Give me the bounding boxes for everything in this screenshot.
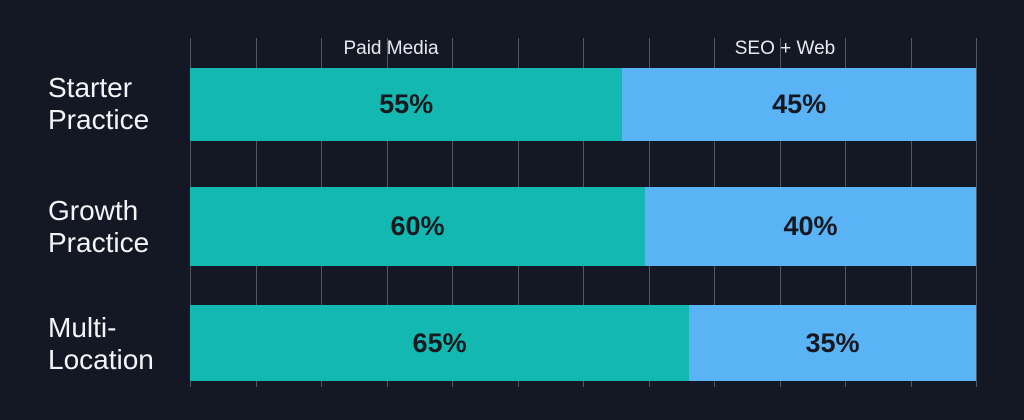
bar-starter-practice: 55% 45%	[190, 68, 976, 141]
bar-multi-location: 65% 35%	[190, 305, 976, 381]
value-label: 35%	[805, 327, 860, 358]
value-label: 45%	[772, 89, 827, 119]
gridline	[976, 38, 977, 387]
category-label-growth: Growth Practice	[48, 195, 150, 258]
series-label-seo-web: SEO + Web	[734, 38, 836, 59]
bar-growth-practice: 60% 40%	[190, 187, 976, 266]
segment-paid-media: 55%	[190, 68, 623, 141]
segment-seo-web: 45%	[622, 68, 976, 141]
value-label: 60%	[390, 211, 445, 241]
value-label: 40%	[783, 211, 838, 241]
segment-paid-media: 60%	[190, 187, 646, 266]
segment-seo-web: 40%	[645, 187, 976, 266]
series-label-paid-media: Paid Media	[343, 38, 439, 59]
category-label-multi-location: Multi- Location	[48, 312, 154, 375]
value-label: 55%	[379, 89, 434, 119]
value-label: 65%	[412, 327, 467, 358]
segment-seo-web: 35%	[689, 305, 976, 381]
category-label-starter: Starter Practice	[48, 72, 150, 135]
segment-paid-media: 65%	[190, 305, 690, 381]
